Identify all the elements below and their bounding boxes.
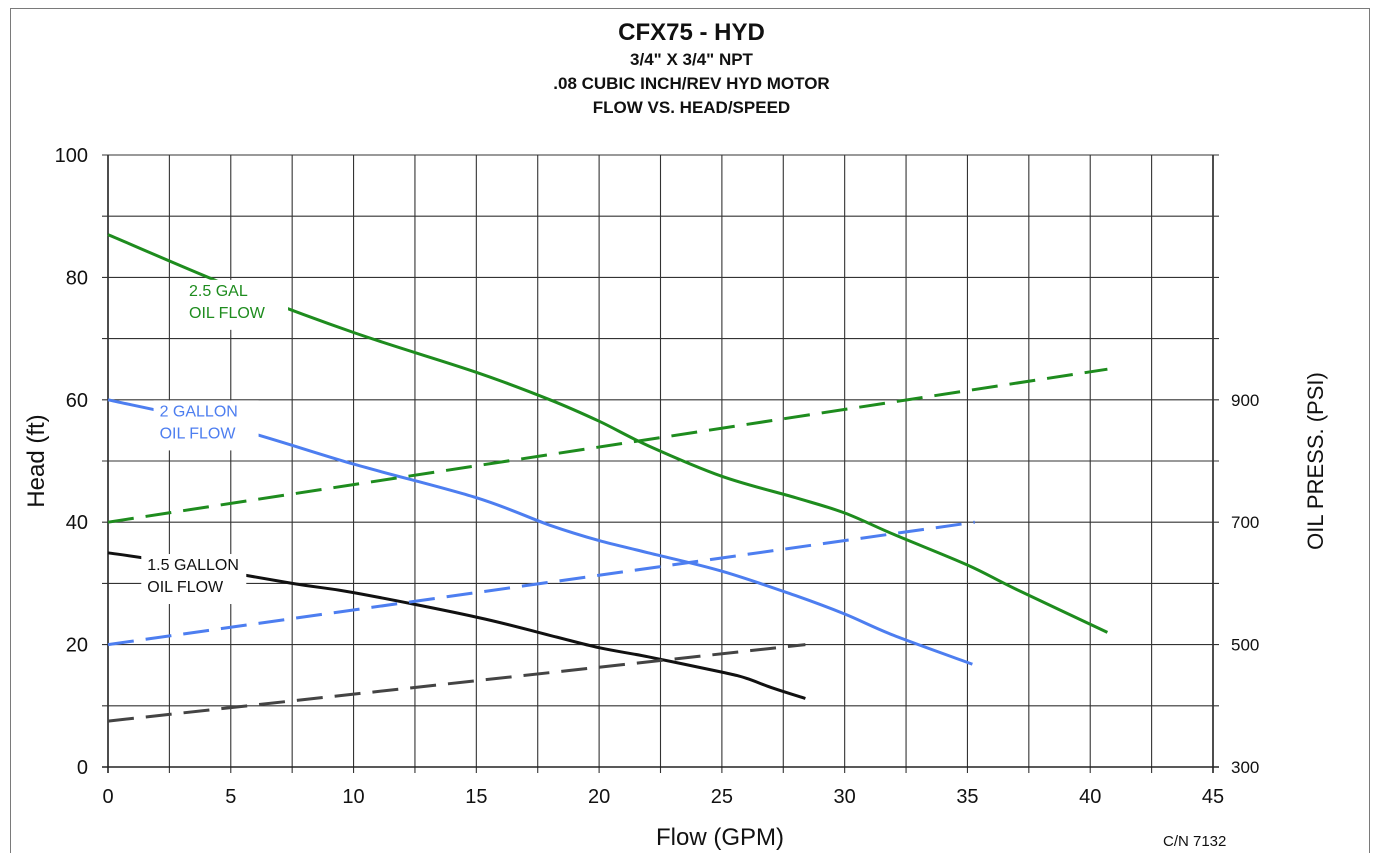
curve-label-text: OIL FLOW (189, 305, 266, 322)
chart-subtitle-1: 3/4" X 3/4" NPT (630, 50, 753, 69)
y2-tick-label: 700 (1231, 513, 1259, 532)
x-tick-label: 45 (1202, 786, 1224, 808)
pressure-line-4 (107, 520, 976, 647)
head-curve-2 (107, 551, 806, 700)
curve-label-bg (141, 554, 247, 605)
catalog-number: C/N 7132 (1163, 833, 1226, 850)
series-group (107, 233, 1109, 723)
y-tick-label: 80 (66, 267, 88, 289)
grid (102, 154, 1219, 773)
x-tick-label: 25 (711, 786, 733, 808)
x-tick-label: 5 (225, 786, 236, 808)
y2-tick-label: 500 (1231, 636, 1259, 655)
chart-title: CFX75 - HYD (618, 19, 765, 46)
y2-axis-label: OIL PRESS. (PSI) (1303, 372, 1328, 550)
curve-label-text: 2.5 GAL (189, 283, 248, 300)
chart-subtitle-2: .08 CUBIC INCH/REV HYD MOTOR (553, 74, 830, 93)
x-tick-label: 40 (1079, 786, 1101, 808)
head-curve-0 (107, 233, 1109, 634)
x-tick-label: 35 (956, 786, 978, 808)
x-tick-label: 20 (588, 786, 610, 808)
curve-label-bg (153, 400, 259, 451)
y-axis-label: Head (ft) (23, 414, 50, 507)
y-tick-label: 60 (66, 390, 88, 412)
y2-tick-label: 300 (1231, 758, 1259, 777)
curve-label-text: OIL FLOW (147, 579, 224, 596)
chart-titles: CFX75 - HYD 3/4" X 3/4" NPT .08 CUBIC IN… (0, 18, 1383, 120)
chart-subtitle-3: FLOW VS. HEAD/SPEED (592, 98, 791, 117)
x-tick-label: 0 (102, 786, 113, 808)
x-tick-label: 10 (342, 786, 364, 808)
head-curve-1 (107, 398, 973, 666)
y-tick-label: 0 (77, 757, 88, 779)
y2-tick-label: 900 (1231, 391, 1259, 410)
y-tick-label: 40 (66, 512, 88, 534)
pressure-line-3 (107, 367, 1108, 524)
pressure-line-5 (107, 643, 806, 723)
x-tick-label: 30 (834, 786, 856, 808)
tick-labels: 0 5 10 15 20 25 30 35 40 45 0 20 40 60 80 100 300 500 700 9… (55, 145, 1260, 808)
curve-label-bg (183, 279, 289, 330)
curve-label-text: 1.5 GALLON (147, 557, 239, 574)
chart-frame (10, 8, 1370, 853)
curve-label-text: OIL FLOW (160, 425, 237, 442)
x-tick-label: 15 (465, 786, 487, 808)
x-axis-label: Flow (GPM) (656, 824, 784, 851)
y-tick-label: 20 (66, 635, 88, 657)
curve-labels: 2.5 GAL OIL FLOW 2 GALLON OIL FLOW 1.5 GALLO… (141, 279, 289, 605)
curve-label-text: 2 GALLON (160, 403, 238, 420)
y-tick-label: 100 (55, 145, 88, 167)
